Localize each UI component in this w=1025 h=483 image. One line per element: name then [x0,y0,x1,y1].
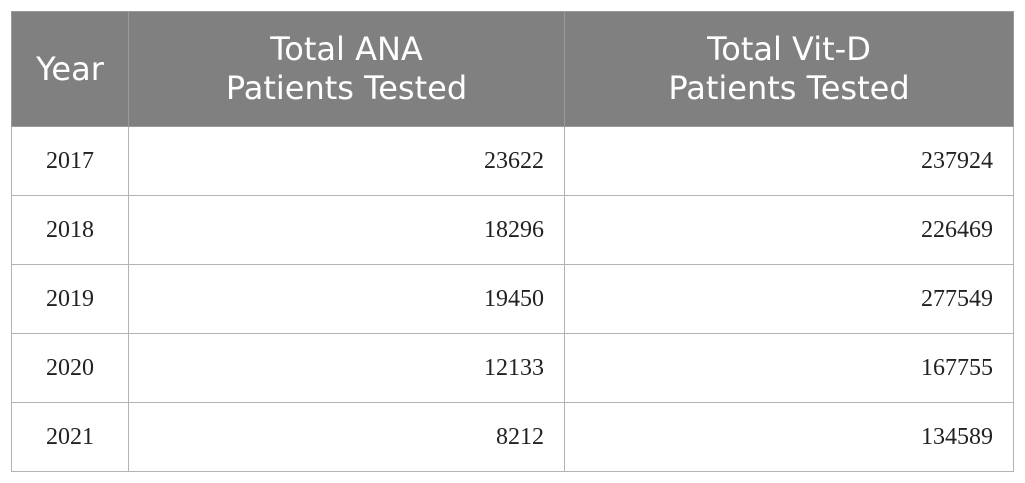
count-cell: 23622 [128,126,565,196]
count-cell: 167755 [564,333,1014,403]
header-cell: Total Vit-D Patients Tested [564,11,1014,127]
header-cell: Year [11,11,129,127]
year-cell: 2021 [11,402,129,472]
year-cell: 2019 [11,264,129,334]
count-cell: 19450 [128,264,565,334]
count-cell: 226469 [564,195,1014,265]
year-cell: 2020 [11,333,129,403]
count-cell: 8212 [128,402,565,472]
year-cell: 2018 [11,195,129,265]
year-cell: 2017 [11,126,129,196]
table-row: 2018 18296 226469 [11,195,1014,265]
header-text: Patients Tested [225,69,468,107]
header-text: Patients Tested [668,69,910,107]
header-cell: Total ANA Patients Tested [128,11,565,127]
count-cell: 134589 [564,402,1014,472]
count-cell: 12133 [128,333,565,403]
header-text: Year [36,49,104,88]
table-row: 2019 19450 277549 [11,264,1014,334]
header-row: Year Total ANA Patients Tested Total Vit-D P… [11,11,1014,127]
header-text: Total Vit-D [707,30,871,68]
table-row: 2017 23622 237924 [11,126,1014,196]
data-table: Year Total ANA Patients Tested Total Vit-D P… [11,11,1014,472]
table-row: 2021 8212 134589 [11,402,1014,472]
header-text: Total ANA [270,30,423,68]
count-cell: 277549 [564,264,1014,334]
count-cell: 237924 [564,126,1014,196]
table-row: 2020 12133 167755 [11,333,1014,403]
table-body: 2017 23622 237924 2018 18296 226469 2019 19450 2… [11,126,1014,472]
count-cell: 18296 [128,195,565,265]
